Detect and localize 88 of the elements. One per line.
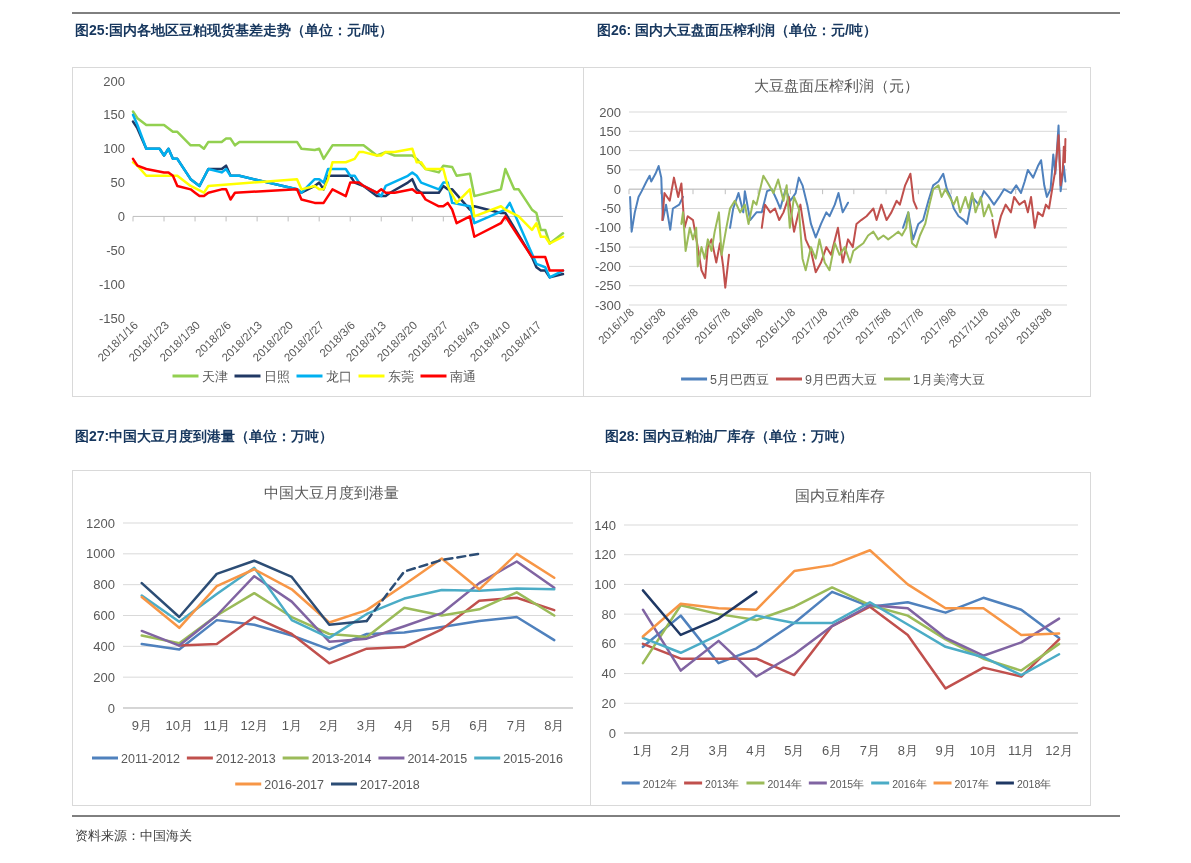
y-tick-label: 150	[599, 123, 621, 139]
title: 图26: 国内大豆盘面压榨利润（单位：元/吨）	[597, 22, 877, 38]
x-tick-label: 9月	[935, 743, 956, 758]
x-tick-label: 12月	[240, 718, 268, 733]
x-tick-label: 8月	[897, 743, 918, 758]
x-tick-label: 1月	[281, 718, 302, 733]
legend-label: 2011-2012	[121, 751, 180, 766]
x-tick-label: 4月	[746, 743, 767, 758]
legend-label: 9月巴西大豆	[805, 372, 877, 387]
x-tick-label: 1月	[632, 743, 654, 758]
legend-label: 2013-2014	[311, 751, 372, 766]
y-tick-label: 120	[594, 547, 616, 563]
y-tick-label: -50	[602, 201, 621, 216]
y-tick-label: 50	[606, 162, 621, 178]
x-tick-label: 4月	[394, 718, 415, 733]
y-tick-label: 200	[93, 669, 115, 685]
y-tick-label: -50	[106, 242, 125, 258]
y-tick-label: -300	[594, 297, 621, 313]
x-tick-label: 9月	[131, 718, 152, 733]
legend-label: 日照	[263, 369, 290, 384]
y-tick-label: 200	[599, 104, 621, 120]
x-tick-label: 7月	[506, 718, 527, 733]
y-tick-label: -250	[594, 278, 621, 294]
title: 图25:国内各地区豆粕现货基差走势（单位：元/吨）	[75, 22, 394, 38]
subtitle: 中国大豆月度到港量	[263, 484, 399, 501]
title: 图27:中国大豆月度到港量（单位：万吨）	[75, 428, 334, 444]
x-tick-label: 2月	[319, 718, 340, 733]
legend-label: 2012年	[642, 777, 678, 790]
x-tick-label: 3月	[708, 743, 729, 758]
legend-label: 5月巴西豆	[710, 372, 770, 387]
legend-label: 天津	[201, 369, 228, 384]
y-tick-label: 0	[613, 181, 621, 197]
x-tick-label: 8月	[544, 718, 565, 733]
legend-label: 2014年	[767, 777, 802, 790]
x-tick-label: 11月	[1008, 743, 1035, 758]
legend-label: 2014-2015	[407, 751, 468, 766]
legend-label: 龙口	[325, 369, 352, 384]
y-tick-label: 0	[107, 700, 115, 716]
legend-label: 2016年	[892, 777, 927, 790]
subtitle: 国内豆粕库存	[795, 487, 885, 504]
y-tick-label: 800	[93, 577, 115, 593]
y-tick-label: -150	[98, 310, 125, 326]
y-tick-label: 600	[93, 608, 115, 623]
legend-label: 2017年	[954, 777, 989, 790]
x-tick-label: 6月	[469, 718, 490, 733]
y-tick-label: -150	[594, 239, 621, 255]
y-tick-label: 80	[601, 606, 616, 622]
legend-label: 2015-2016	[503, 751, 564, 766]
title: 图28: 国内豆粕油厂库存（单位：万吨）	[605, 428, 854, 444]
x-tick-label: 5月	[431, 718, 452, 733]
x-tick-label: 2月	[670, 743, 691, 758]
x-tick-label: 11月	[203, 718, 230, 733]
y-tick-label: 1200	[86, 515, 115, 531]
x-tick-label: 10月	[165, 718, 193, 733]
y-tick-label: 200	[103, 73, 125, 89]
y-tick-label: 150	[103, 107, 125, 123]
subtitle: 大豆盘面压榨利润（元）	[754, 77, 919, 94]
y-tick-label: 0	[117, 208, 125, 224]
legend-label: 1月美湾大豆	[912, 371, 985, 387]
legend-label: 2018年	[1016, 777, 1052, 790]
legend-label: 2013年	[705, 777, 740, 790]
x-tick-label: 5月	[784, 743, 805, 758]
legend-label: 2012-2013	[215, 751, 276, 766]
x-tick-label: 6月	[821, 743, 843, 758]
legend-label: 2015年	[829, 777, 865, 790]
x-tick-label: 12月	[1045, 743, 1073, 758]
y-tick-label: 20	[601, 695, 616, 711]
x-tick-label: 10月	[969, 743, 998, 758]
legend-label: 2017-2018	[360, 777, 420, 792]
annotation: 资料来源：中国海关	[75, 828, 192, 843]
legend-label: 东莞	[387, 369, 414, 384]
y-tick-label: 0	[608, 725, 616, 741]
y-tick-label: 60	[601, 636, 616, 652]
legend-label: 南通	[449, 369, 476, 384]
y-tick-label: 100	[599, 143, 621, 159]
legend-label: 2016-2017	[264, 777, 325, 792]
x-tick-label: 7月	[859, 743, 881, 758]
y-tick-label: 140	[594, 517, 616, 533]
y-tick-label: 100	[103, 141, 125, 157]
x-tick-label: 3月	[356, 718, 377, 733]
y-tick-label: 400	[93, 638, 115, 654]
y-tick-label: 100	[594, 576, 616, 592]
y-tick-label: 50	[110, 175, 125, 191]
y-tick-label: 40	[601, 666, 616, 682]
y-tick-label: -200	[594, 258, 621, 274]
y-tick-label: -100	[594, 220, 621, 236]
y-tick-label: 1000	[86, 546, 115, 562]
y-tick-label: -100	[98, 276, 125, 292]
